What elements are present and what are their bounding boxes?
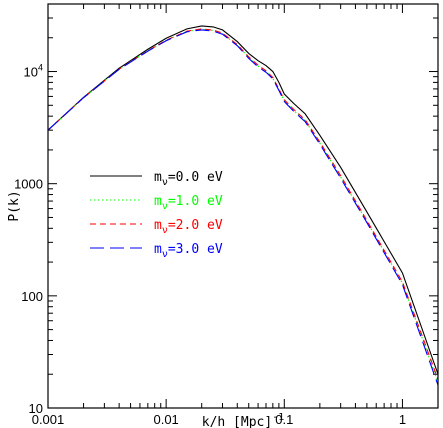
legend-label-suffix: =1.0 eV <box>168 194 223 209</box>
legend-label-suffix: =2.0 eV <box>168 218 223 233</box>
legend-label-suffix: =3.0 eV <box>168 242 223 257</box>
plot-frame <box>47 3 439 409</box>
x-tick-label: 0.01 <box>153 412 178 427</box>
x-tick-label: 0.1 <box>275 412 293 427</box>
y-tick-label-main: 1000 <box>14 177 43 192</box>
legend-label-sub: ν <box>162 201 168 212</box>
y-tick-label: 104 <box>24 63 43 80</box>
y-tick-label: 100 <box>21 289 43 304</box>
legend-label-prefix: m <box>154 242 162 257</box>
series-line-2 <box>48 28 438 380</box>
legend-label-suffix: =0.0 eV <box>168 170 223 185</box>
x-axis-label-sup: -1 <box>272 412 284 423</box>
y-tick-label-main: 10 <box>29 401 43 416</box>
legend-label-2: mν=2.0 eV <box>154 218 223 236</box>
series-line-0 <box>48 25 438 375</box>
legend-label-0: mν=0.0 eV <box>154 170 223 188</box>
x-axis-label: k/h [Mpc]-1 <box>202 412 285 428</box>
axis-ticks <box>47 3 439 409</box>
y-tick-label: 10 <box>29 401 43 416</box>
legend-label-3: mν=3.0 eV <box>154 242 223 260</box>
legend-label-prefix: m <box>154 170 162 185</box>
legend-label-prefix: m <box>154 218 162 233</box>
legend-label-sub: ν <box>162 177 168 188</box>
legend-label-prefix: m <box>154 194 162 209</box>
legend-label-1: mν=1.0 eV <box>154 194 223 212</box>
x-tick-label: 1 <box>399 412 406 427</box>
series-lines <box>48 25 438 386</box>
x-axis-label-main: k/h [Mpc] <box>202 415 272 428</box>
series-line-1 <box>48 28 438 383</box>
y-axis-label: P(k) <box>7 190 22 221</box>
y-tick-label: 1000 <box>14 177 43 192</box>
y-tick-label-main: 10 <box>24 65 38 80</box>
series-line-3 <box>48 29 438 386</box>
y-tick-label-main: 100 <box>21 289 43 304</box>
legend-label-sub: ν <box>162 225 168 236</box>
x-tick-label: 0.001 <box>32 412 65 427</box>
y-tick-label-sup: 4 <box>38 63 43 73</box>
legend-label-sub: ν <box>162 249 168 260</box>
